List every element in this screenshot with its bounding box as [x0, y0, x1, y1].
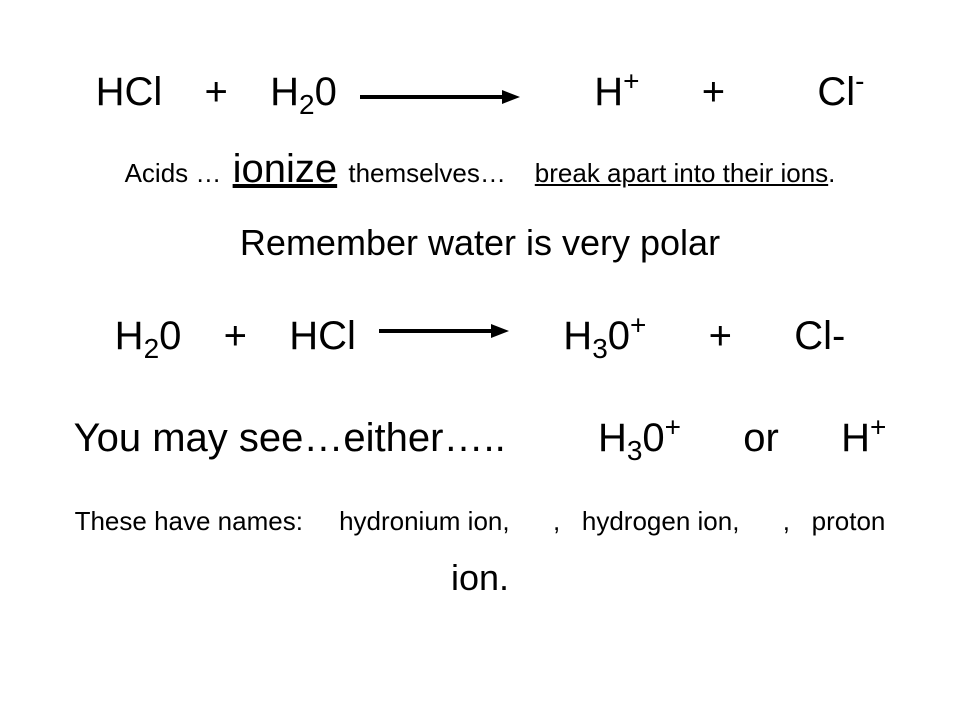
either-h3o: H30+	[598, 416, 681, 460]
ionize-word: ionize	[233, 147, 338, 192]
either-or: or	[743, 416, 779, 460]
name-hydronium: hydronium ion,	[339, 506, 510, 536]
names-line: These have names: hydronium ion, , hydro…	[40, 506, 920, 537]
acids-prefix: Acids …	[125, 158, 222, 188]
either-line: You may see…either….. H30+ or H+	[40, 416, 920, 461]
remember-line: Remember water is very polar	[40, 222, 920, 264]
break-apart-phrase: break apart into their ions	[535, 158, 828, 188]
eq2-hcl: HCl	[289, 314, 356, 358]
reaction-arrow-icon	[379, 306, 509, 351]
equation-2: H20 + HCl H30+ + Cl-	[40, 314, 920, 361]
names-comma1: ,	[553, 506, 560, 536]
ion-line: ion.	[40, 557, 920, 599]
eq2-h3o-plus: H30+	[563, 314, 646, 358]
equation-1: HCl + H20 H+ + Cl-	[40, 70, 920, 117]
eq1-plus2: +	[702, 70, 725, 114]
eq2-cl-minus: Cl-	[794, 314, 845, 358]
eq1-h2o: H20	[270, 70, 337, 114]
name-proton: proton	[812, 506, 886, 536]
names-prefix: These have names:	[75, 506, 303, 536]
eq1-plus1: +	[205, 70, 228, 114]
eq2-h2o: H20	[115, 314, 182, 358]
slide-body: HCl + H20 H+ + Cl- Acids … ionize themse…	[0, 0, 960, 720]
either-prefix: You may see…either…..	[74, 416, 506, 460]
eq1-hcl: HCl	[96, 70, 163, 114]
acids-ionize-line: Acids … ionize themselves… break apart i…	[40, 147, 920, 192]
eq1-h-plus: H+	[594, 70, 639, 114]
acids-mid: themselves…	[348, 158, 506, 188]
name-hydrogen: hydrogen ion,	[582, 506, 740, 536]
names-comma2: ,	[783, 506, 790, 536]
either-hplus: H+	[841, 416, 886, 460]
eq2-plus1: +	[224, 314, 247, 358]
reaction-arrow-icon	[360, 72, 520, 117]
eq1-cl-minus: Cl-	[817, 70, 864, 114]
eq2-plus2: +	[709, 314, 732, 358]
